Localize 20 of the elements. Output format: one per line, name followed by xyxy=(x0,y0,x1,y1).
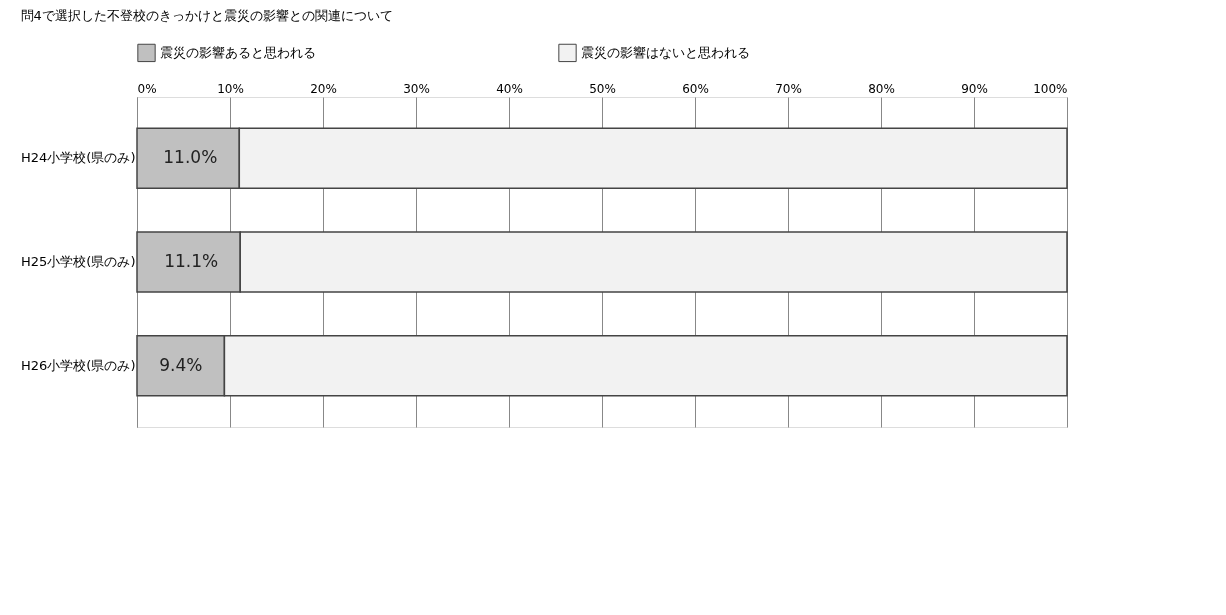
data-label: 9.4% xyxy=(159,354,203,375)
data-label: 11.1% xyxy=(164,251,219,271)
x-tick-label: 60% xyxy=(682,81,709,96)
x-tick-label: 30% xyxy=(403,81,430,96)
chart-title: 問4で選択した不登校のきっかけと震災の影響との関連について xyxy=(20,8,393,23)
legend-label: 震災の影響はないと思われる xyxy=(581,44,750,60)
y-tick-label: H25小学校(県のみ) xyxy=(21,254,136,269)
legend-label: 震災の影響あると思われる xyxy=(160,44,316,60)
x-tick-label: 80% xyxy=(868,81,895,96)
x-tick-label: 50% xyxy=(589,81,616,96)
x-tick-label: 100% xyxy=(1033,81,1068,96)
y-tick-label: H26小学校(県のみ) xyxy=(21,357,136,373)
data-label: 11.0% xyxy=(163,147,218,168)
x-tick-label: 10% xyxy=(217,81,244,96)
x-tick-label: 0% xyxy=(137,81,157,96)
y-tick-label: H24小学校(県のみ) xyxy=(21,150,136,166)
x-tick-label: 70% xyxy=(775,81,802,96)
x-tick-label: 90% xyxy=(961,81,988,96)
x-tick-label: 20% xyxy=(310,81,337,96)
x-tick-label: 40% xyxy=(496,81,523,96)
